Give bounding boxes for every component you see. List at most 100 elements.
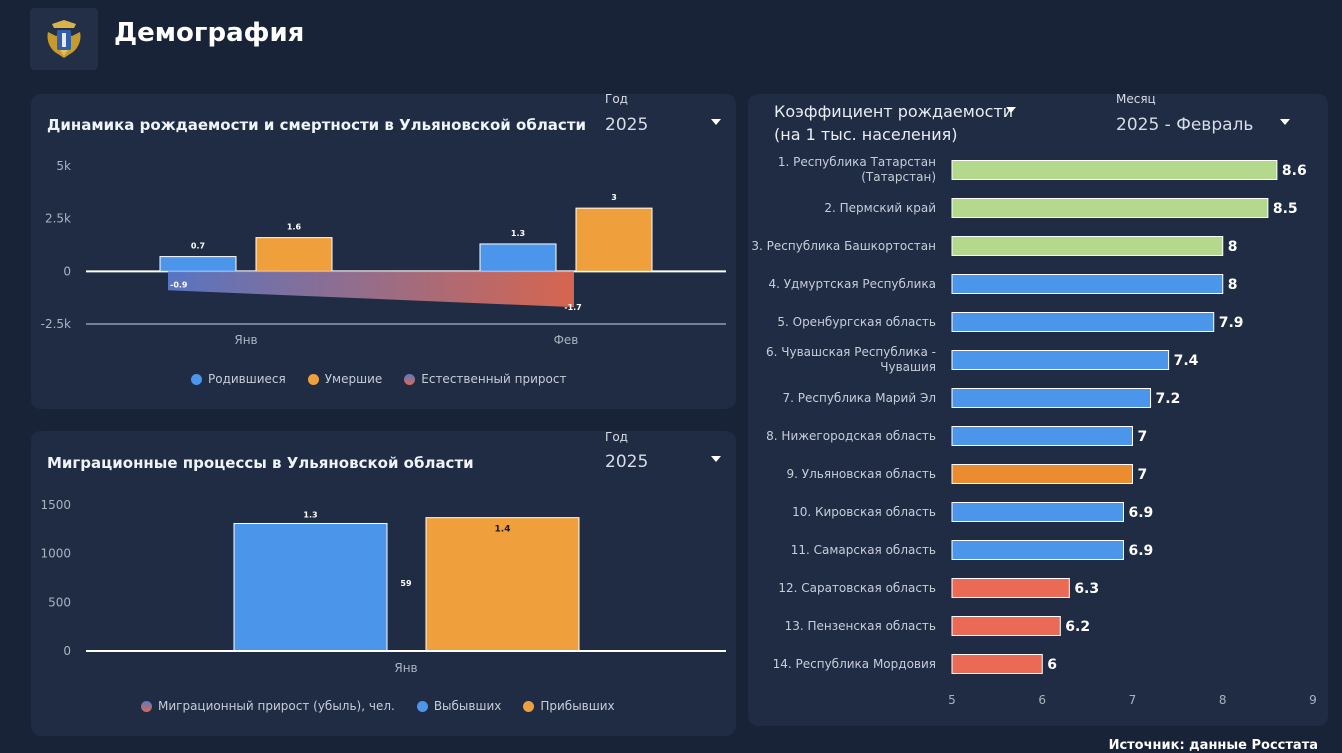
- region-label: 9. Ульяновская область: [787, 467, 936, 481]
- x-tick-label: 7: [1129, 693, 1137, 707]
- bar-died: [255, 237, 333, 272]
- region-label: 2. Пермский край: [824, 201, 936, 215]
- month-filter-label: Месяц: [1116, 92, 1156, 106]
- legend-dot: [307, 373, 319, 385]
- birth-rate-chart: 8.6 1. Республика Татарстан(Татарстан) 8.5…: [751, 155, 1317, 707]
- birth-rate-title-line1: Коэффициент рождаемости: [774, 102, 1014, 121]
- y-tick-label: 2.5k: [45, 212, 71, 226]
- region-emblem-logo: [30, 8, 98, 70]
- data-label-migration-growth: 59: [400, 579, 412, 588]
- legend-label: Миграционный прирост (убыль), чел.: [158, 699, 395, 713]
- region-label: 10. Кировская область: [792, 505, 936, 519]
- data-label-died: 1.6: [287, 223, 302, 232]
- region-label: 6. Чувашская Республика -: [766, 345, 936, 359]
- data-label-birth-rate: 7: [1138, 429, 1148, 445]
- year-filter-label: Год: [605, 430, 628, 444]
- migration-chart: 1500 1000 500 0 1.3 1.4 59 Янв: [40, 498, 726, 675]
- source-note: Источник: данные Росстата: [1108, 738, 1318, 753]
- births-deaths-title: Динамика рождаемости и смертности в Улья…: [47, 116, 587, 134]
- x-tick-label: Янв: [234, 333, 257, 347]
- year-filter-label: Год: [605, 92, 628, 106]
- data-label-birth-rate: 6.3: [1074, 581, 1099, 597]
- x-tick-label: Янв: [394, 661, 417, 675]
- data-label-birth-rate: 7: [1138, 467, 1148, 483]
- data-label-birth-rate: 7.4: [1174, 353, 1199, 369]
- data-label-died: 3: [611, 193, 617, 202]
- y-tick-label: 0: [63, 644, 71, 658]
- legend-item-natural-growth[interactable]: Естественный прирост: [404, 372, 566, 386]
- year-filter-value: 2025: [605, 115, 649, 135]
- births-deaths-chart: 5k 2.5k 0 -2.5k 0.7 1.6 Янв 1.3 3 Фев -0.9 -1.7: [41, 159, 726, 347]
- birth-rate-title-dropdown[interactable]: Коэффициент рождаемости (на 1 тыс. насел…: [774, 102, 1034, 148]
- chevron-down-icon: [711, 456, 721, 462]
- bar-birth-rate: [951, 578, 1070, 598]
- data-label-departed: 1.3: [303, 510, 317, 519]
- data-label-birth-rate: 6.9: [1128, 505, 1153, 521]
- legend-dot: [523, 700, 535, 712]
- month-filter-dropdown[interactable]: 2025 - Февраль: [1116, 112, 1294, 138]
- birth-rate-panel: Коэффициент рождаемости (на 1 тыс. насел…: [748, 92, 1328, 726]
- bar-departed: [233, 522, 388, 652]
- bar-birth-rate: [951, 616, 1061, 636]
- x-tick-label: 9: [1309, 693, 1317, 707]
- legend-label: Умершие: [324, 372, 383, 386]
- region-label: 8. Нижегородская область: [766, 429, 936, 443]
- legend-item-migration-growth[interactable]: Миграционный прирост (убыль), чел.: [141, 699, 395, 713]
- data-label-birth-rate: 8: [1228, 277, 1238, 293]
- legend-dot: [416, 700, 428, 712]
- migration-panel: Миграционные процессы в Ульяновской обла…: [31, 430, 736, 736]
- year-filter-dropdown-migration[interactable]: 2025: [605, 449, 723, 475]
- data-label-birth-rate: 6: [1047, 657, 1057, 673]
- region-label: 4. Удмуртская Республика: [768, 277, 936, 291]
- region-label: 13. Пензенская область: [785, 619, 936, 633]
- bar-birth-rate: [951, 312, 1215, 332]
- bar-birth-rate: [951, 198, 1269, 218]
- region-label: 11. Самарская область: [791, 543, 936, 557]
- y-tick-label: 5k: [56, 159, 71, 173]
- data-label-birth-rate: 6.2: [1065, 619, 1090, 635]
- bar-birth-rate: [951, 388, 1152, 408]
- region-label: 1. Республика Татарстан: [778, 155, 936, 169]
- y-tick-label: 1000: [40, 547, 71, 561]
- birth-rate-title-line2: (на 1 тыс. населения): [774, 125, 958, 144]
- data-label-arrived: 1.4: [495, 525, 511, 535]
- region-label: 5. Оренбургская область: [777, 315, 936, 329]
- data-label-birth-rate: 8.6: [1282, 163, 1307, 179]
- region-label: 3. Республика Башкортостан: [751, 239, 936, 253]
- legend-item-died[interactable]: Умершие: [307, 372, 383, 386]
- bar-died: [575, 207, 653, 272]
- y-tick-label: 0: [63, 264, 71, 278]
- legend-item-born[interactable]: Родившиеся: [191, 372, 286, 386]
- y-tick-label: 500: [48, 595, 71, 609]
- data-label-born: 0.7: [191, 242, 205, 251]
- migration-legend: Миграционный прирост (убыль), чел. Выбыв…: [141, 699, 615, 713]
- data-label-birth-rate: 8.5: [1273, 201, 1298, 217]
- chevron-down-icon: [1280, 119, 1290, 125]
- bar-arrived: [425, 517, 580, 652]
- data-label-birth-rate: 6.9: [1128, 543, 1153, 559]
- migration-title: Миграционные процессы в Ульяновской обла…: [47, 454, 474, 472]
- data-label-birth-rate: 8: [1228, 239, 1238, 255]
- natural-growth-area: [168, 271, 574, 308]
- legend-label: Родившиеся: [208, 372, 286, 386]
- bar-birth-rate: [951, 540, 1124, 560]
- bar-birth-rate: [951, 464, 1133, 484]
- legend-label: Выбывших: [433, 699, 502, 713]
- page-title: Демография: [114, 18, 305, 48]
- bar-birth-rate: [951, 274, 1224, 294]
- data-label-natural-growth: -1.7: [564, 303, 582, 312]
- year-filter-dropdown[interactable]: 2025: [605, 112, 723, 138]
- legend-dot: [191, 373, 202, 385]
- bar-birth-rate: [951, 350, 1170, 370]
- bar-birth-rate: [951, 654, 1043, 674]
- x-tick-label: 5: [948, 693, 956, 707]
- legend-dot: [404, 373, 416, 385]
- chevron-down-icon: [1006, 107, 1016, 113]
- y-tick-label: -2.5k: [41, 317, 71, 331]
- legend-item-departed[interactable]: Выбывших: [416, 699, 502, 713]
- x-tick-label: 6: [1038, 693, 1046, 707]
- bar-birth-rate: [951, 502, 1124, 522]
- legend-label: Прибывших: [540, 699, 615, 713]
- legend-dot: [141, 700, 152, 712]
- legend-item-arrived[interactable]: Прибывших: [523, 699, 615, 713]
